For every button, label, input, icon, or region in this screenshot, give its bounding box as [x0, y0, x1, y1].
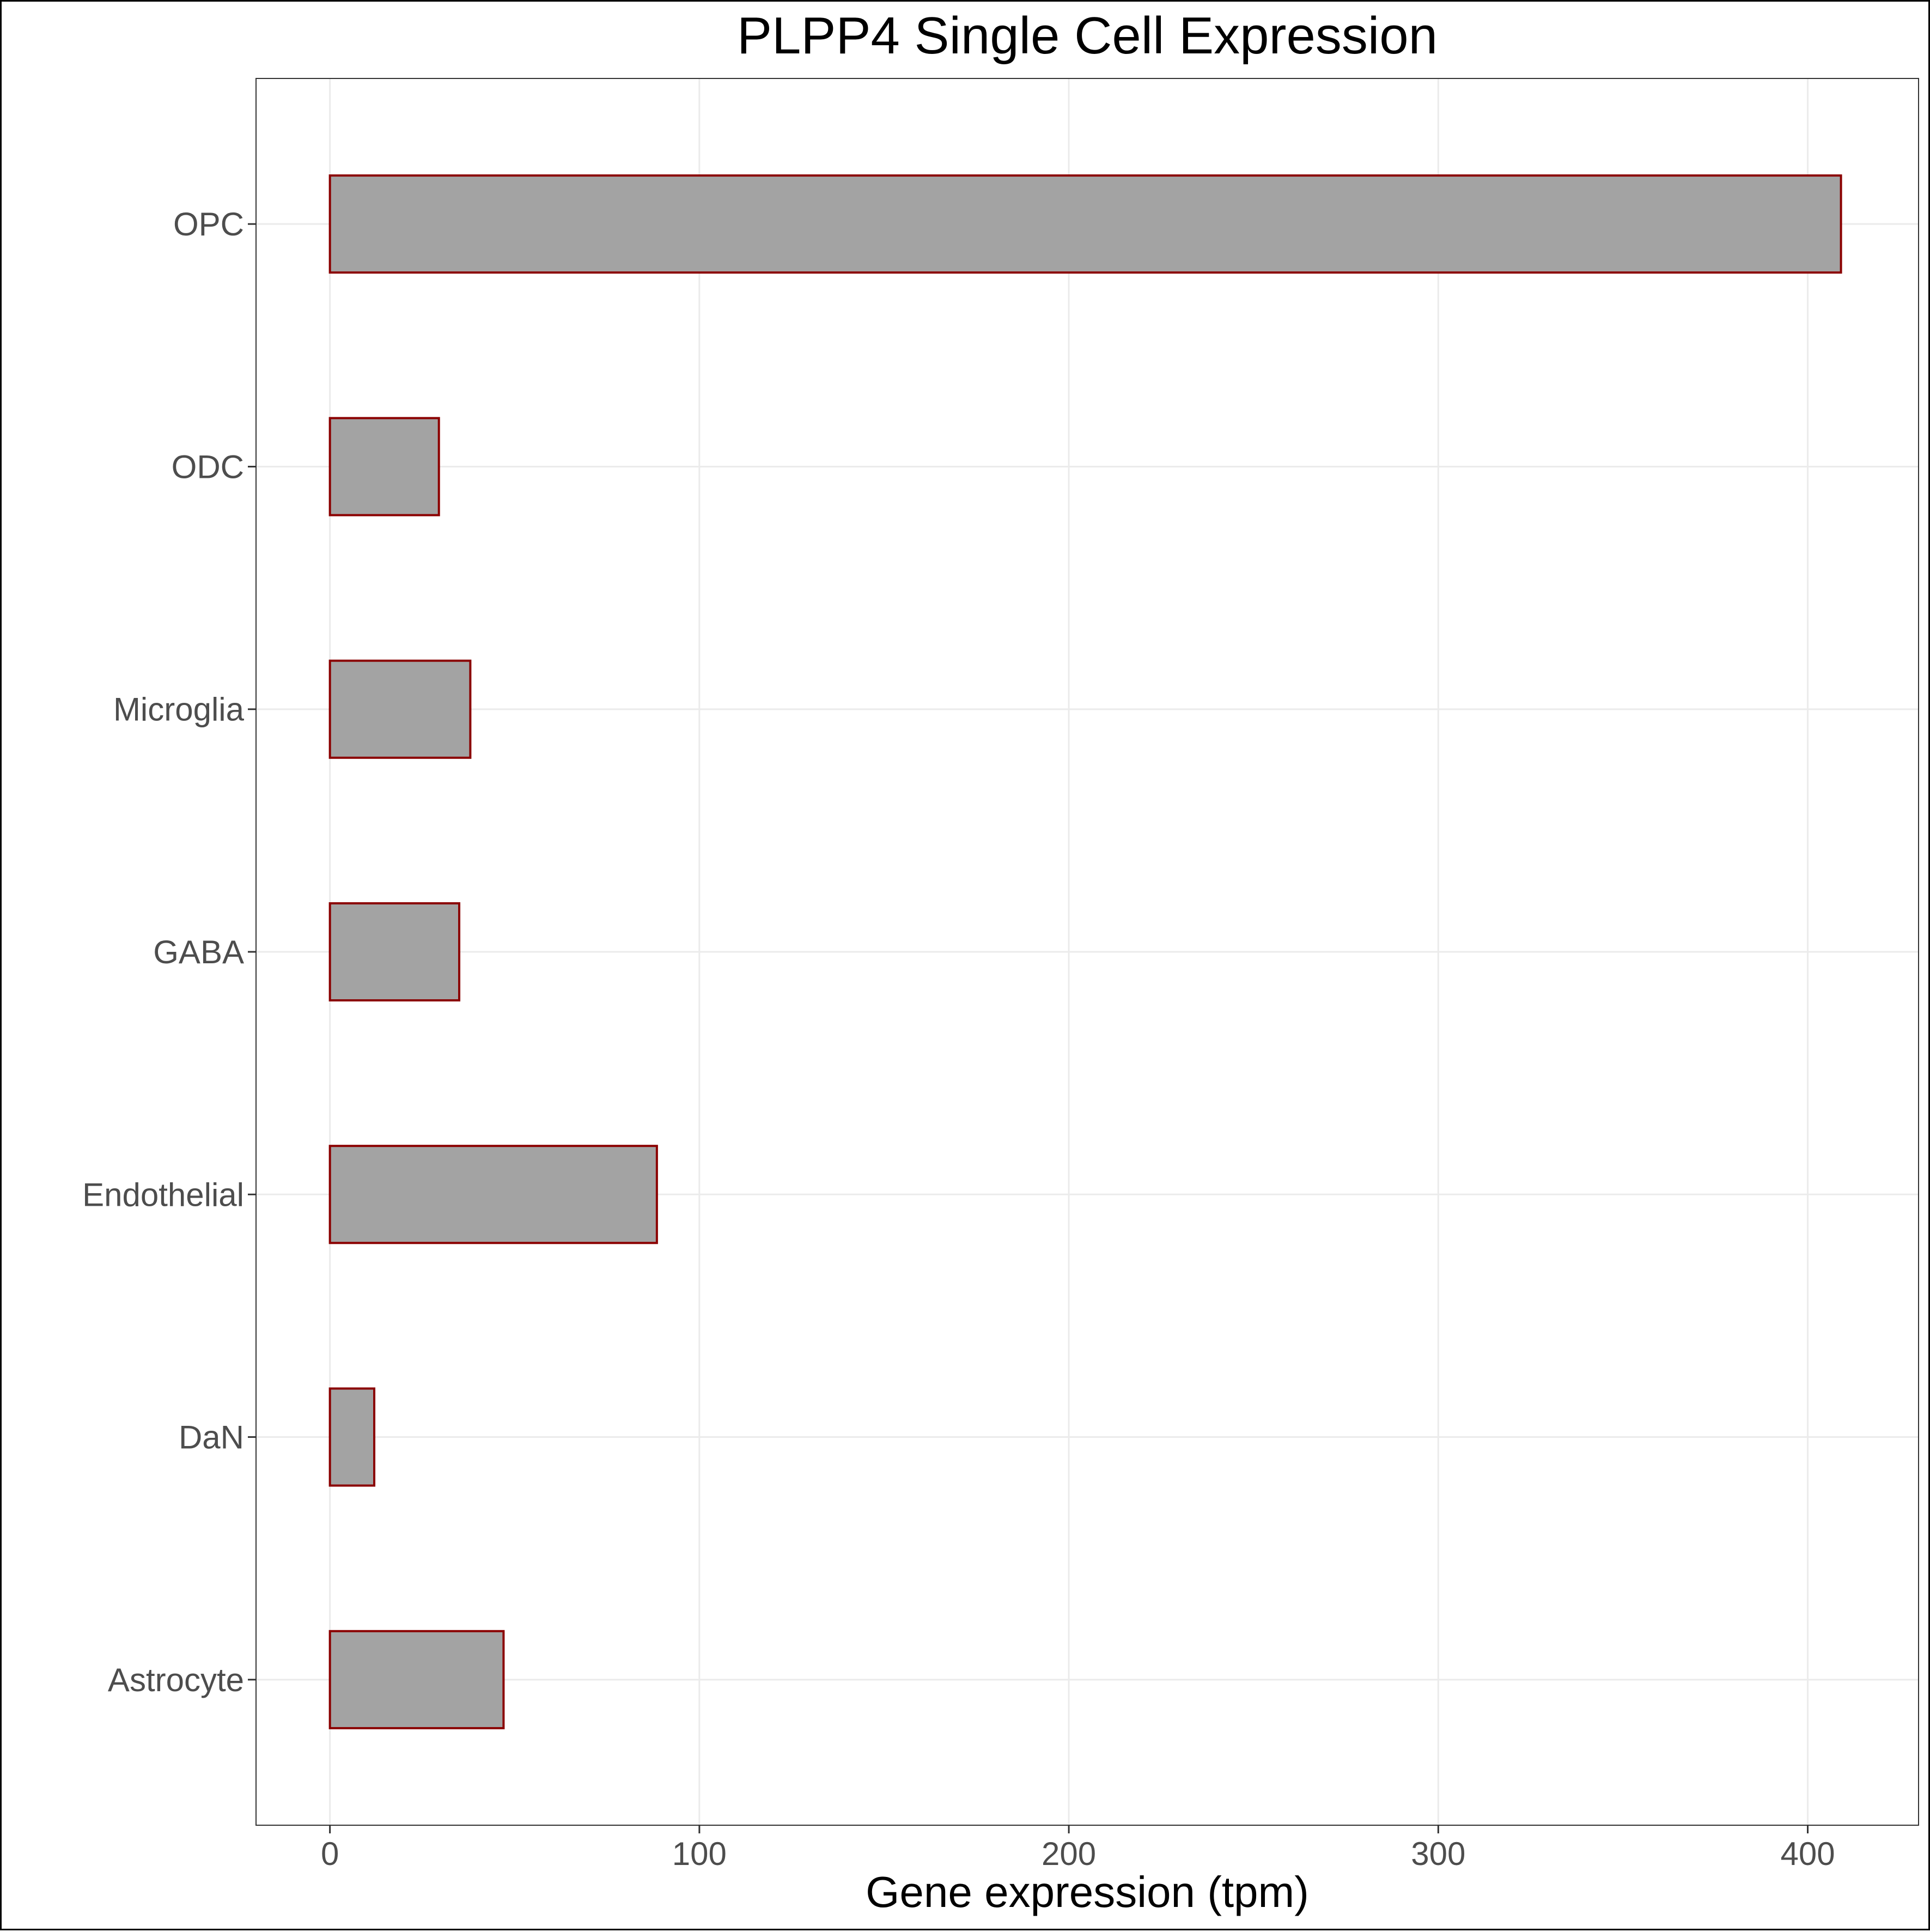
x-tick-label-200: 200: [1042, 1836, 1096, 1872]
y-tick-label-endothelial: Endothelial: [82, 1176, 244, 1213]
x-tick-label-100: 100: [672, 1836, 727, 1872]
y-tick-labels: Astrocyte DaN Endothelial GABA Microglia ODC O…: [82, 206, 256, 1698]
bar-astrocyte: [328, 1630, 505, 1729]
y-tick-label-odc: ODC: [172, 448, 244, 485]
bar-dan: [328, 1387, 376, 1487]
y-tick-label-gaba: GABA: [153, 934, 244, 970]
chart-title: PLPP4 Single Cell Expression: [737, 7, 1438, 65]
x-tick-label-0: 0: [321, 1836, 339, 1872]
bar-gaba: [328, 902, 461, 1002]
x-tick-label-300: 300: [1411, 1836, 1465, 1872]
y-tick-label-dan: DaN: [179, 1419, 244, 1456]
bar-odc: [328, 417, 440, 517]
y-tick-label-opc: OPC: [173, 206, 244, 242]
bar-opc: [328, 174, 1842, 274]
bar-microglia: [328, 659, 472, 759]
y-tick-label-astrocyte: Astrocyte: [108, 1662, 244, 1698]
gridlines: [256, 78, 1919, 1825]
x-axis-title: Gene expression (tpm): [866, 1868, 1309, 1916]
y-tick-label-microglia: Microglia: [113, 691, 245, 728]
x-tick-label-400: 400: [1780, 1836, 1835, 1872]
bar-endothelial: [328, 1145, 658, 1244]
bars: [328, 174, 1842, 1729]
x-tick-labels: 0 100 200 300 400: [321, 1825, 1835, 1872]
